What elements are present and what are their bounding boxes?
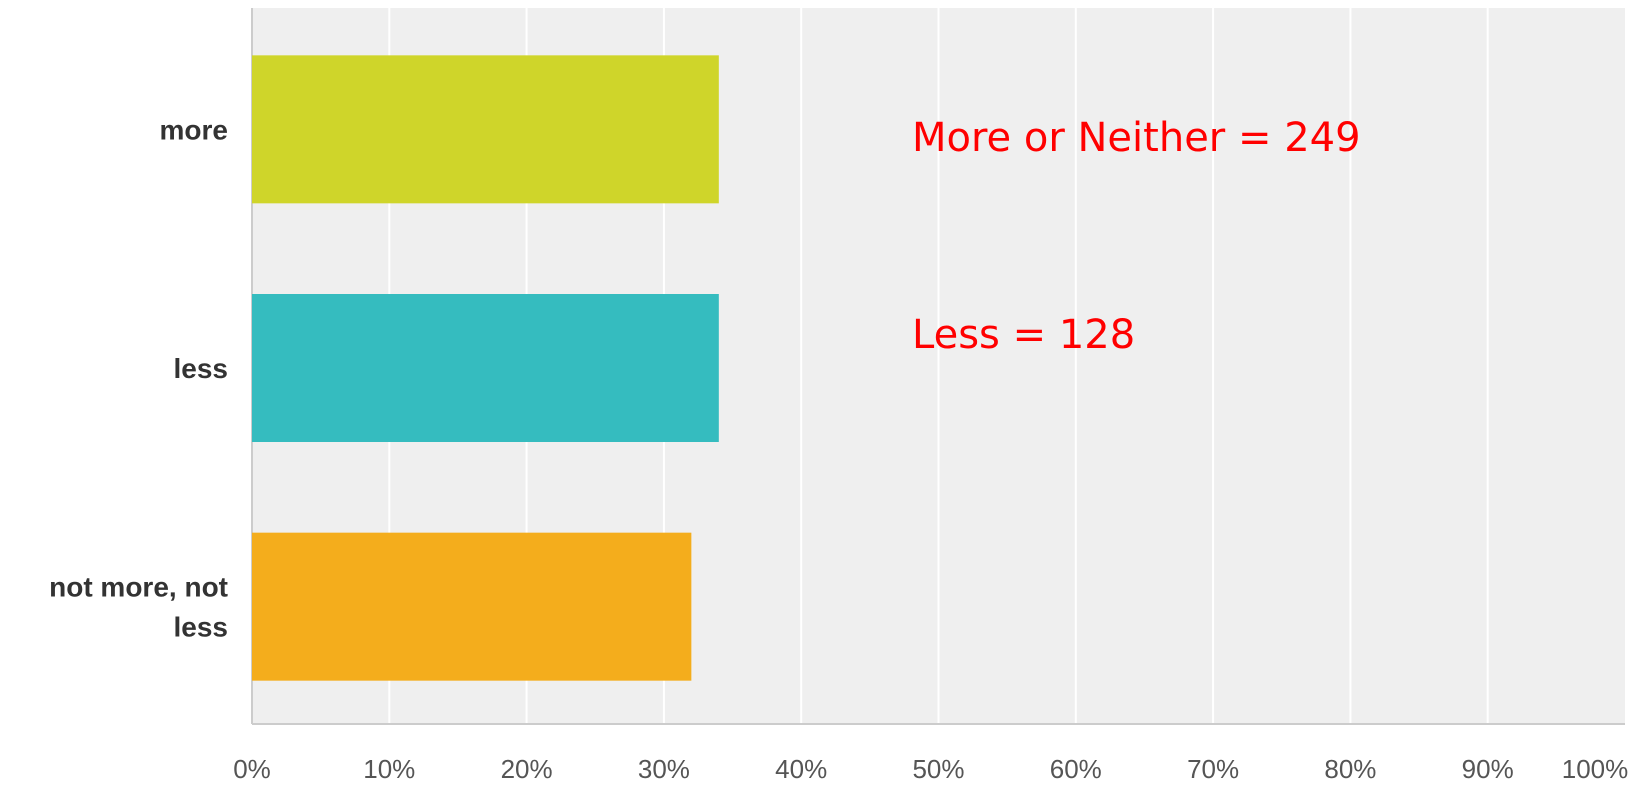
x-tick-label: 0% — [233, 754, 271, 784]
x-tick-label: 40% — [775, 754, 827, 784]
category-label: not more, not — [49, 572, 228, 603]
x-tick-label: 10% — [363, 754, 415, 784]
category-labels: more less not more, not less — [49, 114, 228, 642]
x-tick-label: 60% — [1050, 754, 1102, 784]
x-tick-label: 70% — [1187, 754, 1239, 784]
bar-less — [252, 294, 719, 442]
x-tick-label: 100% — [1562, 754, 1629, 784]
category-label: more — [160, 114, 228, 145]
bars — [252, 55, 719, 681]
bar-not-more-not-less — [252, 532, 692, 681]
category-label: less — [174, 612, 229, 643]
x-tick-labels: 0% 10% 20% 30% 40% 50% 60% 70% 80% 90% 100% — [233, 754, 1628, 784]
x-tick-label: 50% — [912, 754, 964, 784]
bar-more — [252, 55, 719, 204]
x-tick-label: 90% — [1462, 754, 1514, 784]
category-label: less — [174, 353, 229, 384]
annotation-less: Less = 128 — [912, 312, 1135, 358]
annotation-more-or-neither: More or Neither = 249 — [912, 115, 1361, 161]
x-tick-label: 80% — [1324, 754, 1376, 784]
x-tick-label: 20% — [501, 754, 553, 784]
x-tick-label: 30% — [638, 754, 690, 784]
